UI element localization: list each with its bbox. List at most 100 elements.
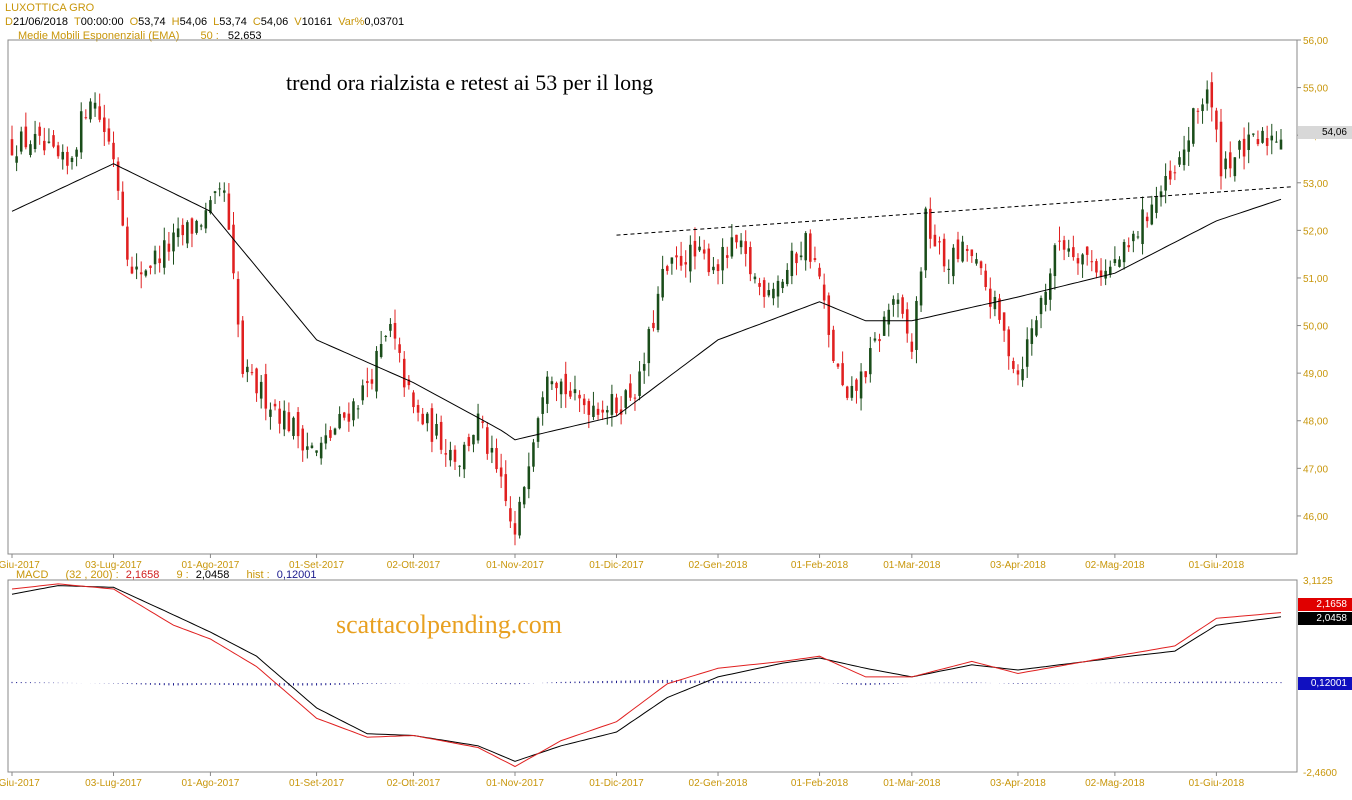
- candle-body: [947, 268, 951, 270]
- candle-body: [112, 142, 115, 160]
- candle-body: [89, 101, 92, 120]
- candle-body: [532, 442, 535, 467]
- candle-body: [804, 233, 807, 261]
- candle-body: [1238, 140, 1241, 150]
- x-tick-label: 01-Ago-2017: [182, 778, 240, 789]
- candle-body: [1228, 152, 1232, 169]
- candle-body: [426, 413, 429, 424]
- candle-body: [282, 410, 286, 430]
- candle-body: [1192, 108, 1195, 144]
- candle-body: [47, 141, 51, 143]
- candle-body: [744, 241, 747, 254]
- candle-body: [1247, 134, 1250, 151]
- candle-body: [762, 280, 766, 297]
- x-tick-label: 01-Nov-2017: [486, 778, 544, 789]
- macd-readout: MACD (32 , 200) : 2,1658 9 : 2,0458 hist…: [16, 569, 317, 581]
- candle-body: [753, 276, 757, 280]
- candle-body: [319, 442, 323, 459]
- candle-body: [361, 385, 364, 401]
- candle-body: [869, 348, 872, 375]
- readout-key: C: [252, 16, 261, 28]
- candle-body: [1053, 245, 1057, 277]
- y-tick-label: 3,1125: [1303, 576, 1333, 587]
- x-tick-label: 03-Lug-2017: [85, 778, 142, 789]
- candle-body: [393, 322, 397, 339]
- candle-body: [209, 200, 212, 213]
- macd-params: (32 , 200) :: [65, 569, 119, 581]
- macd-label: MACD: [16, 569, 49, 581]
- candle-body: [518, 501, 521, 536]
- candle-body: [430, 408, 434, 442]
- candle-body: [1118, 259, 1121, 267]
- y-tick-label: 52,00: [1303, 226, 1328, 237]
- candle-body: [181, 224, 185, 236]
- candle-body: [467, 437, 471, 447]
- candle-body: [1136, 236, 1140, 238]
- candle-body: [126, 226, 129, 260]
- candle-body: [855, 379, 858, 391]
- y-tick-label: 56,00: [1303, 36, 1328, 47]
- candle-body: [1007, 329, 1011, 357]
- candle-body: [735, 234, 738, 243]
- candle-body: [638, 371, 641, 396]
- candle-body: [952, 247, 955, 277]
- candle-body: [370, 379, 374, 384]
- readout-value: 21/06/2018: [12, 16, 69, 28]
- ema-readout: Medie Mobili Esponenziali (EMA) 50 : 52,…: [18, 30, 262, 42]
- candle-body: [942, 238, 946, 267]
- candle-body: [689, 244, 692, 272]
- x-tick-label: 01-Set-2017: [289, 560, 344, 571]
- x-tick-label: 02-Mag-2018: [1085, 778, 1145, 789]
- candle-body: [1145, 216, 1149, 222]
- candle-body: [592, 405, 595, 417]
- candle-body: [652, 322, 655, 329]
- candle-body: [324, 435, 328, 444]
- candle-body: [859, 371, 863, 399]
- readout-key: H: [171, 16, 180, 28]
- candle-body: [1049, 273, 1052, 300]
- readout-key: D: [5, 16, 13, 28]
- candle-body: [1072, 247, 1075, 258]
- candle-body: [1150, 204, 1154, 225]
- candle-body: [905, 309, 909, 334]
- candle-body: [767, 290, 771, 296]
- trend-annotation: trend ora rialzista e retest ai 53 per i…: [286, 70, 654, 95]
- readout-value: 54,06: [260, 16, 289, 28]
- candle-body: [633, 397, 637, 399]
- macd-value: 2,1658: [125, 569, 160, 581]
- candle-body: [702, 249, 706, 254]
- hist-label: hist :: [246, 569, 270, 581]
- x-tick-label: 01-Giu-2017: [0, 778, 40, 789]
- candle-body: [462, 444, 466, 470]
- candle-body: [1270, 135, 1274, 141]
- x-tick-label: 01-Giu-2018: [1189, 778, 1245, 789]
- candle-body: [832, 329, 835, 361]
- x-tick-label: 01-Feb-2018: [791, 560, 849, 571]
- candle-body: [1164, 176, 1167, 191]
- candle-body: [1081, 254, 1084, 265]
- candle-body: [1155, 197, 1158, 213]
- candle-body: [795, 253, 798, 264]
- candle-body: [167, 243, 171, 252]
- candle-body: [1132, 233, 1135, 242]
- candle-body: [366, 381, 369, 384]
- x-tick-label: 01-Dic-2017: [589, 560, 644, 571]
- readout-key: L: [213, 16, 220, 28]
- candle-body: [707, 248, 711, 273]
- candle-body: [665, 266, 669, 271]
- candle-body: [1196, 110, 1200, 112]
- candle-body: [716, 264, 720, 272]
- candle-body: [190, 218, 194, 234]
- candle-body: [1141, 209, 1144, 245]
- candle-body: [564, 373, 568, 395]
- candle-body: [979, 261, 983, 269]
- candle-body: [1104, 270, 1107, 279]
- y-tick-label: -2,4600: [1303, 768, 1337, 779]
- candle-body: [38, 126, 41, 136]
- candle-body: [1002, 312, 1006, 331]
- candle-body: [195, 220, 198, 233]
- candle-body: [758, 283, 761, 287]
- candle-body: [384, 336, 388, 338]
- candle-body: [578, 394, 581, 399]
- candle-body: [1215, 110, 1218, 130]
